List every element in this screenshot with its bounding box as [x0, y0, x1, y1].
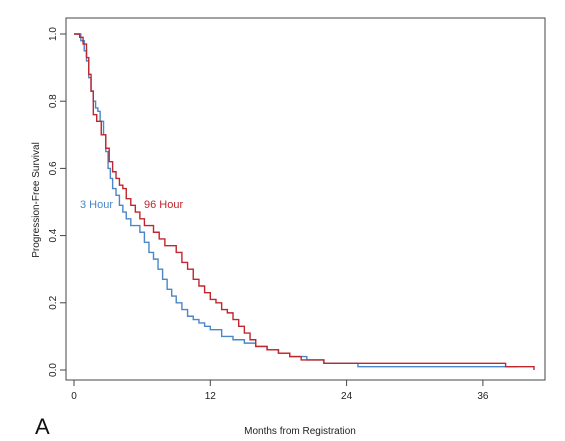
- series-line-96-hour: [74, 33, 535, 370]
- y-tick-label: 0.6: [48, 161, 59, 175]
- x-tick-label: 12: [205, 391, 217, 402]
- y-axis: 0.0 0.2 0.4 0.6 0.8 1.0: [48, 27, 66, 377]
- y-tick-label: 1.0: [48, 27, 59, 41]
- x-tick-label: 24: [341, 391, 353, 402]
- x-tick-label: 0: [71, 391, 77, 402]
- x-axis-title: Months from Registration: [244, 426, 356, 437]
- series-line-3-hour: [74, 33, 517, 368]
- y-tick-label: 0.2: [48, 295, 59, 309]
- survival-curves: [74, 33, 535, 370]
- y-tick-label: 0.4: [48, 228, 59, 242]
- series-label-96-hour: 96 Hour: [144, 199, 183, 211]
- y-tick-label: 0.8: [48, 94, 59, 108]
- x-axis: 0 12 24 36: [71, 380, 489, 402]
- y-tick-label: 0.0: [48, 363, 59, 377]
- y-axis-title: Progression-Free Survival: [31, 142, 42, 258]
- plot-frame: [65, 17, 546, 381]
- panel-label: A: [35, 414, 50, 439]
- series-label-3-hour: 3 Hour: [80, 199, 113, 211]
- x-tick-label: 36: [477, 391, 489, 402]
